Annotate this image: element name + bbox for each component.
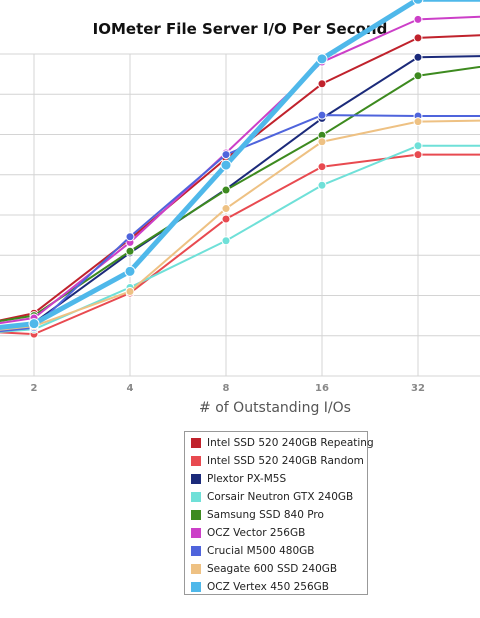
legend-label: Crucial M500 480GB [207, 545, 315, 557]
legend-item: Crucial M500 480GB [191, 542, 367, 560]
x-tick-label: 32 [411, 383, 425, 394]
legend-label: Intel SSD 520 240GB Random [207, 455, 364, 467]
x-axis-title: # of Outstanding I/Os [199, 400, 351, 416]
data-point [221, 185, 231, 195]
data-point [221, 204, 231, 214]
legend-swatch [191, 510, 201, 520]
data-point [412, 0, 424, 5]
legend-label: OCZ Vector 256GB [207, 527, 306, 539]
legend-item: Plextor PX-M5S [191, 470, 367, 488]
legend-label: OCZ Vertex 450 256GB [207, 581, 329, 593]
legend-label: Intel SSD 520 240GB Repeating [207, 437, 374, 449]
data-point [317, 137, 327, 147]
data-point [317, 110, 327, 120]
legend-label: Samsung SSD 840 Pro [207, 509, 324, 521]
x-tick-label: 16 [315, 383, 329, 394]
legend-label: Seagate 600 SSD 240GB [207, 563, 338, 575]
legend-label: Plextor PX-M5S [207, 473, 287, 485]
legend-label: Corsair Neutron GTX 240GB [207, 491, 354, 503]
data-point [413, 52, 423, 62]
x-tick-label: 4 [127, 383, 134, 394]
legend-swatch [191, 546, 201, 556]
data-point [124, 265, 136, 277]
data-point [125, 232, 135, 242]
data-point [317, 79, 327, 89]
legend-item: Intel SSD 520 240GB Random [191, 452, 367, 470]
x-tick-label: 2 [31, 383, 38, 394]
gridlines [0, 53, 480, 377]
legend-item: OCZ Vector 256GB [191, 524, 367, 542]
x-tick-labels: 2 4 8 16 32 [31, 383, 425, 394]
legend-item: Samsung SSD 840 Pro [191, 506, 367, 524]
data-point [125, 246, 135, 256]
legend-swatch [191, 438, 201, 448]
x-tick-label: 8 [223, 383, 230, 394]
legend-swatch [191, 528, 201, 538]
legend-item: Seagate 600 SSD 240GB [191, 560, 367, 578]
data-point [413, 14, 423, 24]
legend-swatch [191, 582, 201, 592]
data-point [413, 141, 423, 151]
legend-swatch [191, 492, 201, 502]
data-point [125, 286, 135, 296]
data-point [413, 71, 423, 81]
chart-title: IOMeter File Server I/O Per Second [92, 20, 388, 38]
chart-legend: Intel SSD 520 240GB Repeating Intel SSD 5… [184, 431, 374, 596]
data-point [220, 159, 232, 171]
data-point [413, 117, 423, 127]
data-point [413, 33, 423, 43]
data-point [28, 318, 40, 330]
legend-swatch [191, 564, 201, 574]
data-point [316, 53, 328, 65]
legend-swatch [191, 456, 201, 466]
series-8 [0, 0, 480, 330]
legend-item: Corsair Neutron GTX 240GB [191, 488, 367, 506]
data-point [317, 162, 327, 172]
data-point [221, 236, 231, 246]
data-point [221, 150, 231, 160]
legend-item: Intel SSD 520 240GB Repeating [191, 434, 374, 452]
legend-item: OCZ Vertex 450 256GB [191, 578, 367, 596]
data-point [317, 180, 327, 190]
data-point [221, 214, 231, 224]
series-lines [0, 0, 480, 339]
legend-swatch [191, 474, 201, 484]
data-point [413, 150, 423, 160]
